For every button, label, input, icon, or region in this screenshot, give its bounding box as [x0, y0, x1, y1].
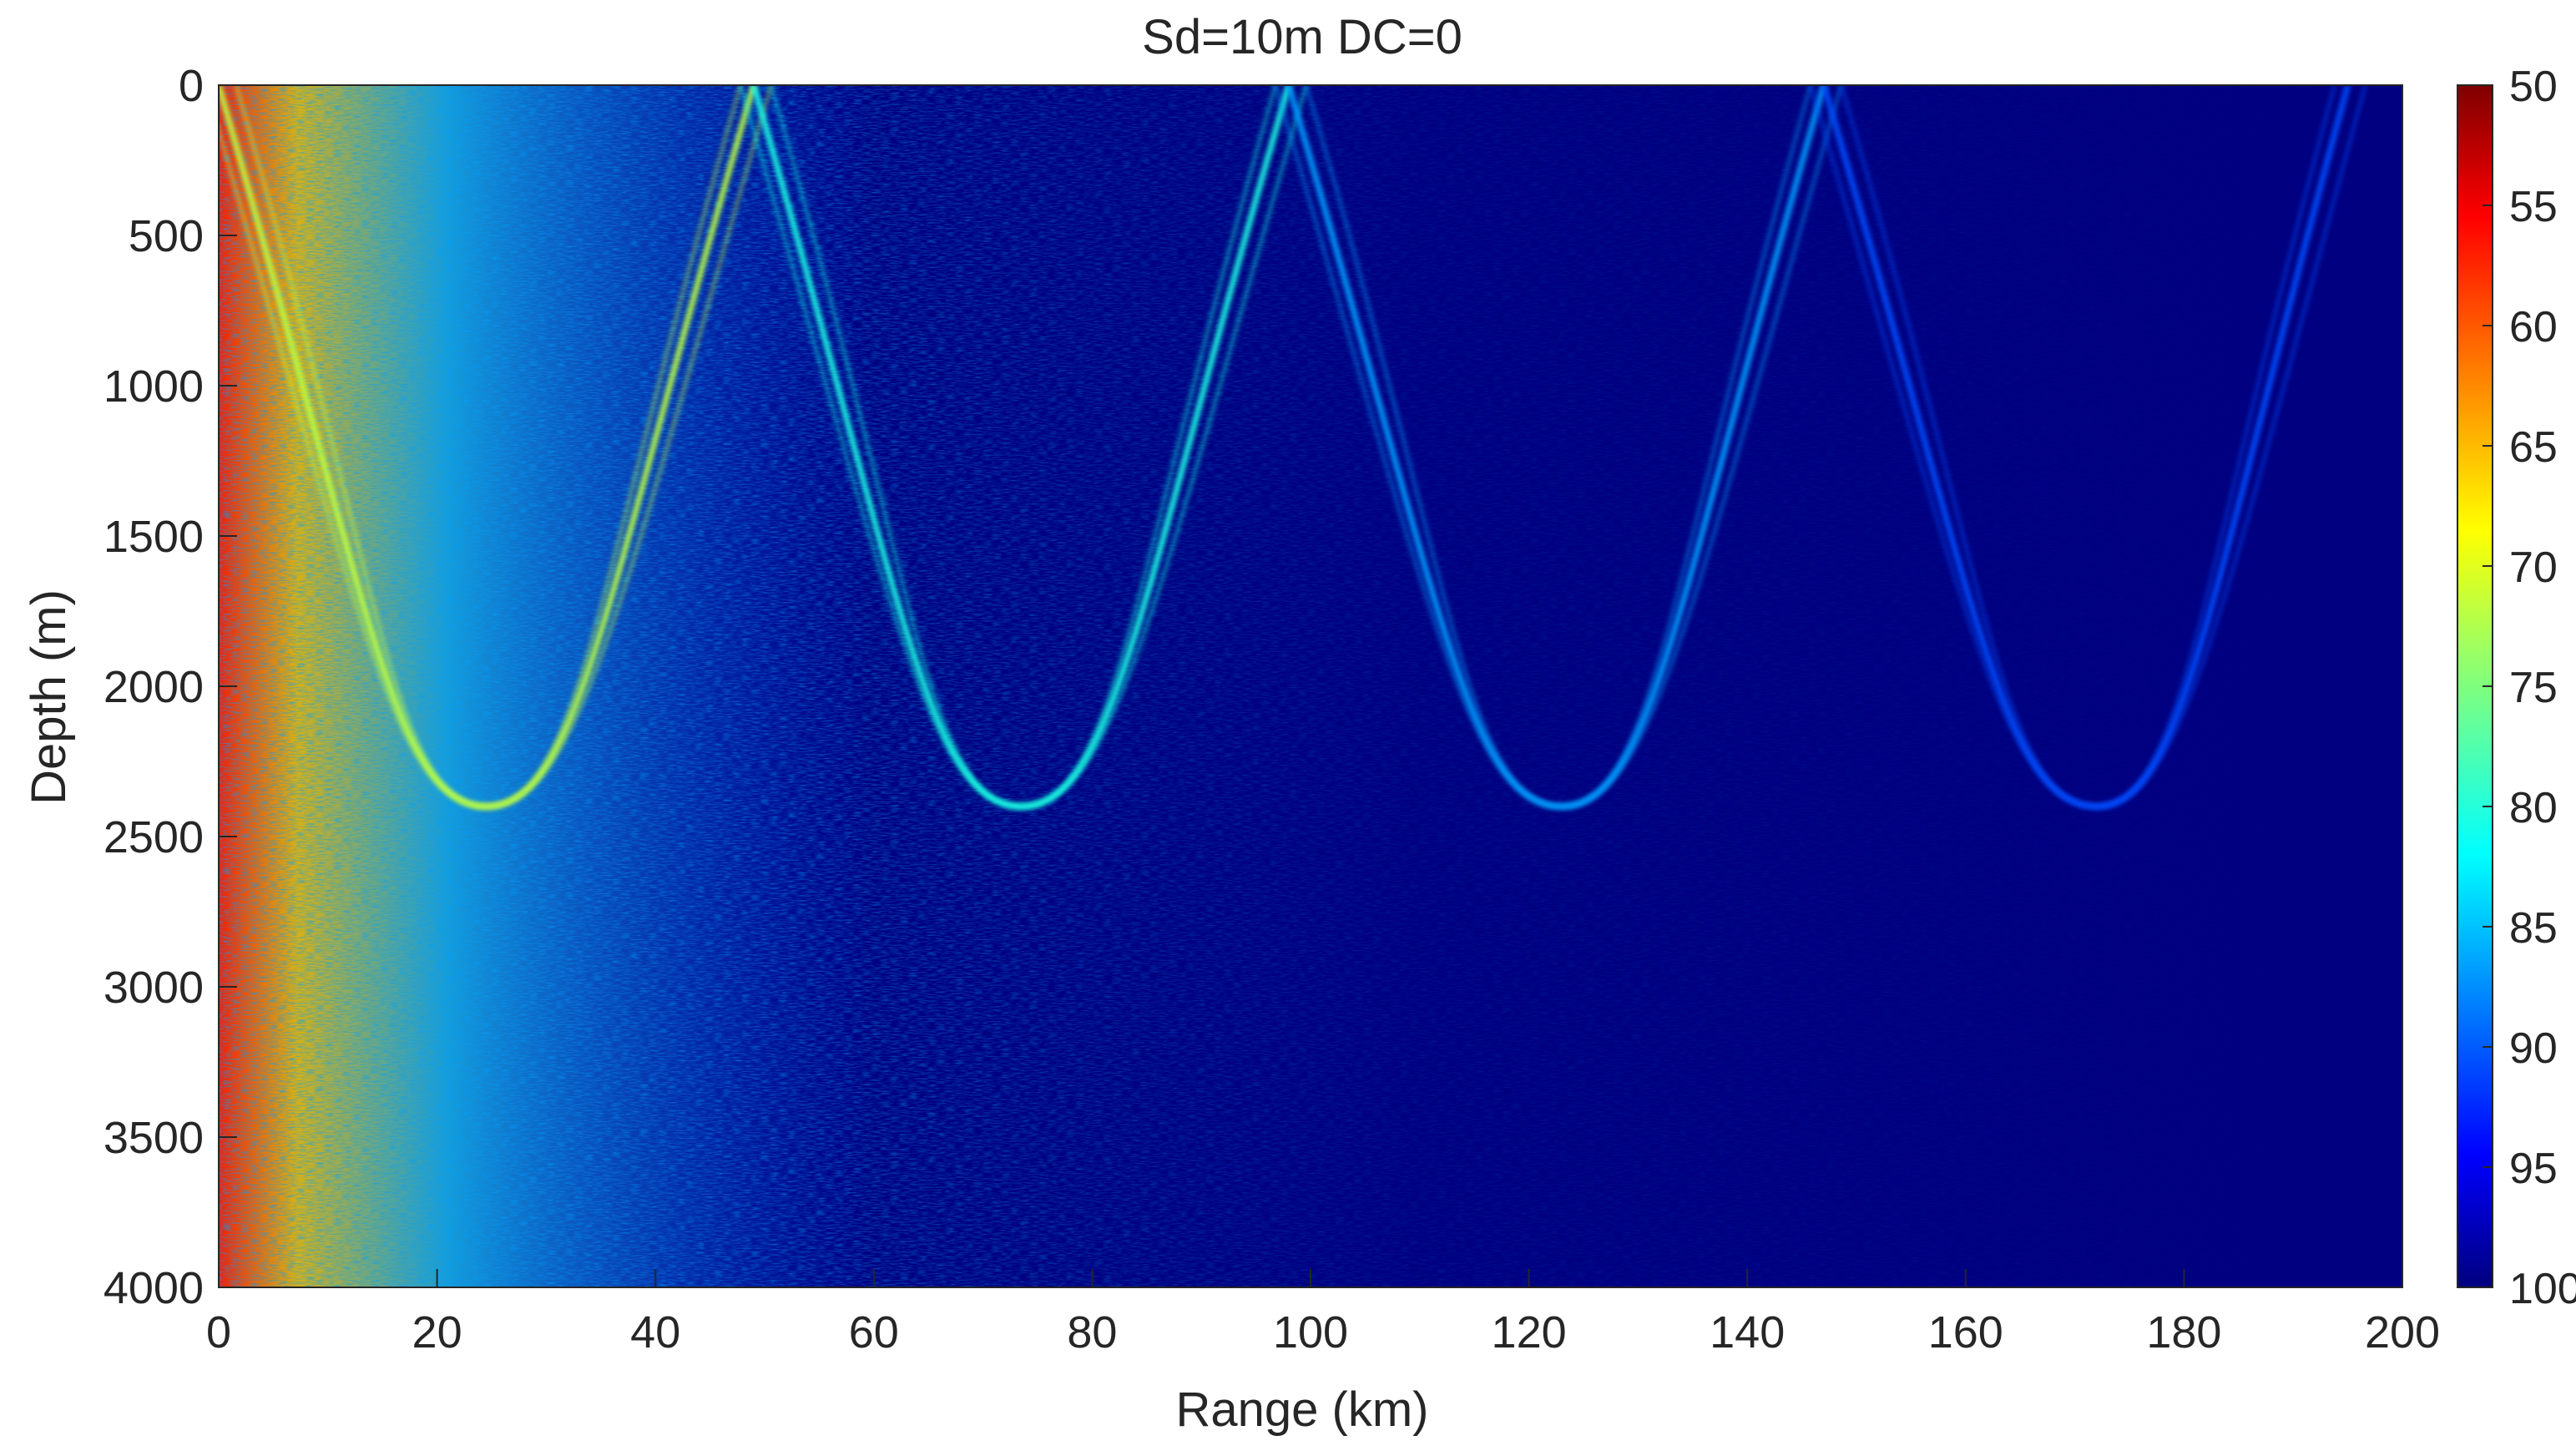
x-tick-label: 20: [412, 1307, 462, 1357]
colorbar-tick-label: 90: [2509, 1024, 2558, 1073]
colorbar-tick-label: 85: [2509, 904, 2558, 953]
x-axis-label: Range (km): [1176, 1383, 1429, 1437]
x-tick-label: 140: [1710, 1307, 1785, 1357]
y-tick-label: 3500: [104, 1113, 204, 1163]
y-axis: 0 500 1000 1500 2000 2500 3000 3500 4000: [104, 61, 237, 1313]
colorbar-tick-label: 65: [2509, 423, 2558, 472]
ray-arc-zone-2: [769, 85, 1308, 809]
y-tick-label: 2000: [104, 662, 204, 712]
colorbar-tick-label: 70: [2509, 543, 2558, 592]
colorbar-tick-label: 60: [2509, 303, 2558, 351]
colorbar-tick-label: 95: [2509, 1145, 2558, 1193]
interference-texture: [219, 85, 2402, 1287]
x-tick-label: 180: [2146, 1307, 2221, 1357]
colorbar-tick-label: 50: [2509, 63, 2558, 111]
ray-arc-zone-3: [1304, 85, 1843, 809]
ray-arc-zone-4: [1839, 85, 2367, 809]
colorbar-tick-label: 100: [2509, 1265, 2576, 1313]
x-tick-label: 120: [1492, 1307, 1567, 1357]
colorbar-tick-label: 80: [2509, 784, 2558, 832]
x-tick-label: 100: [1273, 1307, 1348, 1357]
x-tick-label: 0: [206, 1307, 231, 1357]
plot-area: [219, 85, 2402, 1287]
colorbar: 50 55 60 65 70 75 80 85 90 95 100: [2457, 63, 2576, 1313]
y-tick-label: 4000: [104, 1263, 204, 1313]
colorbar-tick-label: 75: [2509, 664, 2558, 712]
x-tick-label: 160: [1928, 1307, 2003, 1357]
x-tick-label: 80: [1067, 1307, 1117, 1357]
x-tick-label: 60: [849, 1307, 899, 1357]
y-tick-label: 1500: [104, 512, 204, 562]
x-tick-label: 40: [630, 1307, 680, 1357]
y-tick-label: 0: [179, 61, 204, 111]
colorbar-tick-label: 55: [2509, 183, 2558, 231]
x-axis: 0 20 40 60 80 100 120 140 160 180 200: [206, 1269, 2440, 1357]
y-tick-label: 3000: [104, 963, 204, 1013]
ray-arc-zone-1: [235, 85, 773, 809]
y-tick-label: 500: [129, 211, 204, 261]
chart-title: Sd=10m DC=0: [1142, 10, 1462, 64]
y-axis-label: Depth (m): [22, 589, 76, 805]
y-tick-label: 1000: [104, 361, 204, 412]
x-tick-label: 200: [2365, 1307, 2440, 1357]
y-tick-label: 2500: [104, 812, 204, 862]
